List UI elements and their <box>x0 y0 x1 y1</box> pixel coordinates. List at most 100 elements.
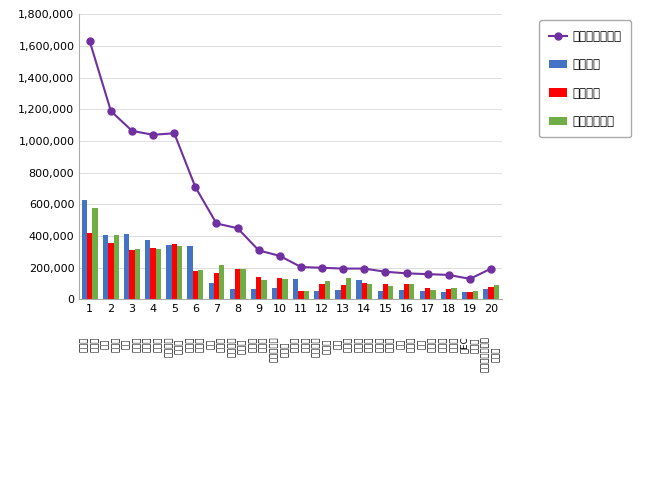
Bar <box>92 209 98 299</box>
Bar <box>177 246 182 299</box>
Text: 콤비
카시트: 콤비 카시트 <box>333 337 353 352</box>
Bar <box>114 235 119 299</box>
브랜드평판지수 <box>381 269 389 275</box>
Text: 홍고드
카시트: 홍고드 카시트 <box>354 337 374 352</box>
Bar <box>235 269 240 299</box>
Text: 키즈엠브레이스
카시트: 키즈엠브레이스 카시트 <box>481 337 501 372</box>
Bar <box>483 289 488 299</box>
브랜드평판지수 <box>424 271 432 277</box>
Bar <box>362 283 367 299</box>
Legend: 브랜드평판지수, 참여지수, 소통지수, 커뮤니티지수: 브랜드평판지수, 참여지수, 소통지수, 커뮤니티지수 <box>539 20 631 137</box>
Bar <box>261 281 267 299</box>
Text: 다이치
카시트: 다이치 카시트 <box>80 337 100 352</box>
Bar <box>420 291 425 299</box>
Bar <box>346 278 351 299</box>
Text: 맥시코시
카시트: 맥시코시 카시트 <box>228 337 248 357</box>
Text: 토드비
카시트: 토드비 카시트 <box>376 337 395 352</box>
브랜드평판지수 <box>318 265 326 270</box>
Text: 레카로
카시트: 레카로 카시트 <box>291 337 311 352</box>
Bar <box>214 272 219 299</box>
Bar <box>335 290 341 299</box>
Text: 순성
카시트: 순성 카시트 <box>101 337 121 352</box>
브랜드평판지수 <box>107 108 115 114</box>
Bar <box>430 290 436 299</box>
Bar <box>293 279 298 299</box>
Bar <box>473 291 478 299</box>
Bar <box>150 248 156 299</box>
Bar <box>367 284 372 299</box>
Text: 싸이벡스
카시트: 싸이벡스 카시트 <box>164 337 184 357</box>
Bar <box>129 250 135 299</box>
브랜드평판지수 <box>297 264 305 270</box>
Bar <box>425 287 430 299</box>
브랜드평판지수 <box>360 266 368 271</box>
Text: 에어보스
카시트: 에어보스 카시트 <box>312 337 332 357</box>
브랜드평판지수 <box>276 253 284 259</box>
Bar <box>304 291 309 299</box>
Line: 브랜드평판지수: 브랜드평판지수 <box>86 38 494 283</box>
브랜드평판지수 <box>487 266 495 271</box>
브랜드평판지수 <box>86 39 94 44</box>
Bar <box>378 291 383 299</box>
Bar <box>193 271 198 299</box>
Bar <box>383 284 388 299</box>
Bar <box>103 235 108 299</box>
Bar <box>124 234 129 299</box>
Text: 페도라
카시트: 페도라 카시트 <box>143 337 163 352</box>
Bar <box>356 281 362 299</box>
Text: 플레드
카시트: 플레드 카시트 <box>185 337 205 352</box>
Bar <box>467 292 473 299</box>
Bar <box>240 269 246 299</box>
Bar <box>251 289 256 299</box>
브랜드평판지수 <box>149 132 157 138</box>
Bar <box>314 291 319 299</box>
Bar <box>172 244 177 299</box>
Text: 뉴나
카시트: 뉴나 카시트 <box>397 337 416 352</box>
Text: 나니아
카시트: 나니아 카시트 <box>439 337 459 352</box>
Bar <box>108 243 114 299</box>
브랜드평판지수 <box>339 266 347 271</box>
브랜드평판지수 <box>191 184 199 190</box>
Bar <box>446 289 451 299</box>
Bar <box>135 249 140 299</box>
Bar <box>409 284 414 299</box>
Bar <box>219 266 224 299</box>
Bar <box>166 245 172 299</box>
Text: 조이
카시트: 조이 카시트 <box>122 337 142 352</box>
Bar <box>388 286 393 299</box>
Bar <box>145 240 150 299</box>
Bar <box>272 287 277 299</box>
Text: 시크
카시트: 시크 카시트 <box>207 337 226 352</box>
Bar <box>494 285 499 299</box>
Bar <box>82 200 87 299</box>
Text: 씰EC
카시트: 씰EC 카시트 <box>460 337 480 353</box>
브랜드평판지수 <box>255 247 263 253</box>
Bar <box>230 289 235 299</box>
브랜드평판지수 <box>403 270 411 276</box>
브랜드평판지수 <box>445 272 453 278</box>
Bar <box>187 246 193 299</box>
Bar <box>156 249 161 299</box>
Bar <box>209 283 214 299</box>
Text: 브라이맥스
카시트: 브라이맥스 카시트 <box>270 337 290 362</box>
Bar <box>399 290 404 299</box>
Bar <box>462 292 467 299</box>
Bar <box>277 278 282 299</box>
Bar <box>256 277 261 299</box>
Bar <box>319 284 325 299</box>
브랜드평판지수 <box>213 221 220 227</box>
Bar <box>282 279 288 299</box>
Bar <box>488 287 494 299</box>
브랜드평판지수 <box>234 225 242 231</box>
Bar <box>451 288 457 299</box>
브랜드평판지수 <box>128 128 136 134</box>
브랜드평판지수 <box>466 276 474 282</box>
Bar <box>441 292 446 299</box>
Text: 그라코
카시트: 그라코 카시트 <box>249 337 269 352</box>
Bar <box>298 291 304 299</box>
Text: 포브
카시트: 포브 카시트 <box>418 337 438 352</box>
Bar <box>87 233 92 299</box>
Bar <box>325 281 330 299</box>
Bar <box>341 285 346 299</box>
Bar <box>404 284 409 299</box>
